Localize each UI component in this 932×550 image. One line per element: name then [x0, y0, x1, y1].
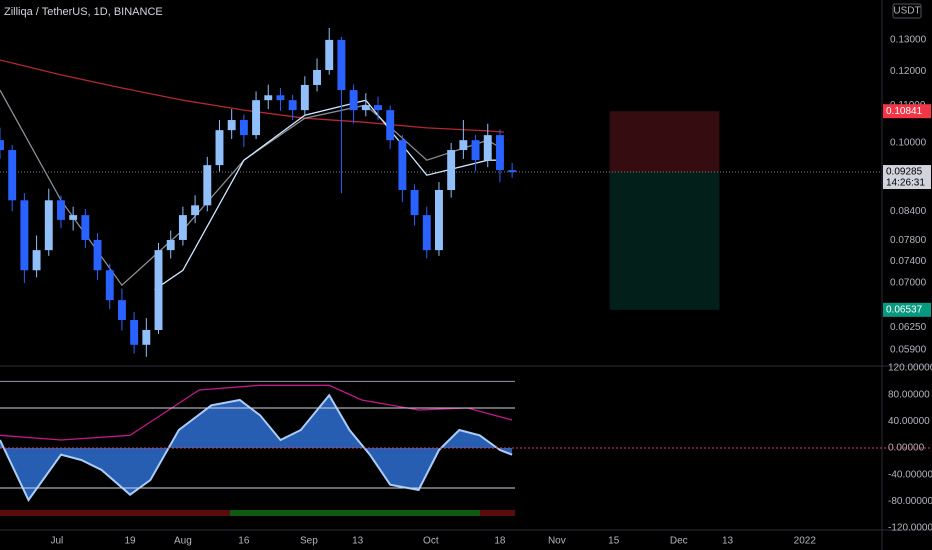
candle-body — [57, 200, 65, 220]
y-tick-label: 0.05900 — [890, 345, 927, 356]
x-tick-label: 18 — [494, 536, 506, 547]
indicator-line — [0, 384, 513, 441]
chart-title: Zilliqa / TetherUS, 1D, BINANCE — [4, 6, 163, 18]
y-tick-label: 0.07000 — [890, 278, 927, 289]
candle-body — [374, 105, 382, 111]
x-tick-label: Sep — [300, 536, 318, 547]
y-tick-label: 40.00000 — [888, 416, 930, 427]
y-tick-label: -40.00000 — [888, 469, 932, 480]
candle-body — [471, 140, 480, 161]
moving-average — [0, 89, 505, 287]
target-zone — [609, 172, 720, 310]
candle-body — [105, 270, 114, 301]
candle-body — [349, 90, 358, 111]
candle-body — [130, 319, 139, 345]
candle-body — [398, 140, 407, 190]
currency-box[interactable] — [892, 3, 922, 19]
candle-body — [93, 239, 102, 271]
candle-body — [337, 39, 346, 91]
stop-zone — [609, 111, 720, 173]
candle-body — [8, 150, 17, 201]
y-tick-label: 0.12000 — [890, 66, 927, 77]
x-tick-label: 15 — [608, 536, 620, 547]
candle-body — [459, 140, 468, 151]
state-bar — [230, 510, 480, 516]
candle-body — [227, 120, 236, 131]
candle-body — [44, 200, 53, 251]
y-tick-label: 120.00000 — [888, 363, 932, 374]
x-tick-label: Aug — [174, 536, 192, 547]
candle-body — [300, 84, 309, 111]
candle-body — [191, 205, 200, 216]
candle-body — [239, 120, 248, 136]
x-tick-label: Dec — [670, 536, 688, 547]
candle-body — [154, 250, 163, 330]
candle-body — [32, 250, 41, 271]
candle-body — [264, 95, 273, 101]
x-tick-label: 13 — [352, 536, 364, 547]
y-tick-label: 80.00000 — [888, 389, 930, 400]
stop-label: 0.10841 — [886, 106, 923, 117]
target-label: 0.06537 — [886, 304, 923, 315]
state-bar — [480, 510, 515, 516]
y-tick-label: 0.07400 — [890, 256, 927, 267]
x-tick-label: Oct — [423, 536, 439, 547]
price-label-box — [883, 165, 931, 190]
x-tick-label: Nov — [548, 536, 566, 547]
y-tick-label: 0.07800 — [890, 235, 927, 246]
candle-body — [215, 130, 224, 166]
candle-body — [361, 105, 370, 111]
x-tick-label: 16 — [238, 536, 250, 547]
x-tick-label: Jul — [51, 536, 64, 547]
y-tick-label: 0.00000 — [888, 443, 925, 454]
candle-body — [178, 215, 187, 240]
candle-body — [386, 110, 395, 141]
price-label: 0.09285 — [886, 167, 923, 178]
candle-body — [0, 140, 4, 151]
y-tick-label: 0.13000 — [890, 35, 927, 46]
candle-body — [166, 239, 175, 251]
countdown: 14:26:31 — [886, 178, 925, 189]
candle-body — [288, 100, 297, 111]
candle-body — [252, 100, 261, 136]
candle-body — [483, 135, 492, 161]
y-tick-label: 0.06250 — [890, 322, 927, 333]
moving-average — [154, 99, 504, 291]
candle-body — [203, 165, 212, 206]
y-tick-label: 0.08400 — [890, 206, 927, 217]
y-tick-label: -120.00000 — [888, 523, 932, 534]
candle-body — [117, 300, 126, 320]
candle-body — [69, 215, 78, 220]
x-tick-label: 2022 — [794, 536, 817, 547]
state-bar — [0, 510, 230, 516]
candle-body — [142, 329, 151, 345]
x-tick-label: 19 — [125, 536, 137, 547]
candle-body — [508, 170, 517, 173]
currency[interactable]: USDT — [893, 6, 920, 17]
candle-body — [276, 95, 285, 101]
candle-body — [422, 215, 431, 251]
candle-body — [325, 39, 334, 71]
candle-body — [410, 189, 419, 216]
y-tick-label: -80.00000 — [888, 496, 932, 507]
candle-body — [81, 215, 90, 240]
y-tick-label: 0.10000 — [890, 138, 927, 149]
area-line — [0, 393, 513, 502]
candle-body — [20, 200, 29, 271]
moving-average — [0, 59, 505, 133]
candle-body — [313, 70, 321, 85]
candle-body — [495, 135, 504, 171]
stop-label-box — [883, 104, 931, 119]
candle-body — [435, 189, 443, 251]
candle-body — [447, 150, 456, 190]
x-tick-label: 13 — [722, 536, 734, 547]
target-label-box — [883, 302, 931, 317]
